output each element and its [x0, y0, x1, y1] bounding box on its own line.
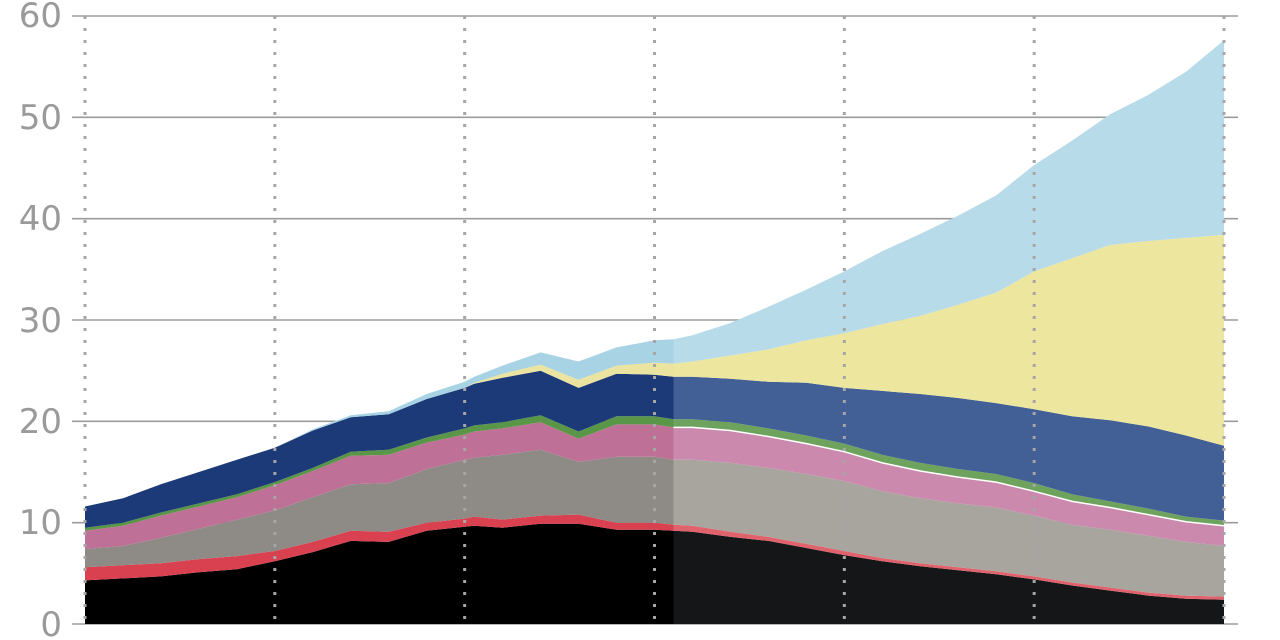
y-axis-tick-labels: 0 10 20 30 40 50 60 [19, 0, 62, 640]
y-tick-label: 20 [19, 402, 62, 442]
y-tick-label: 30 [19, 301, 62, 341]
area-series-6-projection [673, 376, 1224, 521]
stacked-areas [85, 40, 1225, 624]
area-series-7-projection [673, 234, 1224, 446]
y-tick-label: 50 [19, 98, 62, 138]
area-series-3-historical [85, 449, 674, 568]
area-series-1-projection [673, 530, 1224, 624]
area-series-8-historical [85, 339, 674, 507]
series-separator-line [673, 426, 1225, 527]
area-series-8-projection [673, 40, 1224, 364]
y-tick-label: 40 [19, 199, 62, 239]
area-series-6-historical [85, 370, 674, 528]
vertical-gridlines [83, 16, 1226, 624]
y-tick-label: 60 [19, 0, 62, 36]
area-series-1-historical [85, 523, 674, 624]
area-series-4-projection [673, 427, 1224, 546]
y-tick-label: 10 [19, 503, 62, 543]
area-series-2-historical [85, 514, 674, 581]
y-tick-label: 0 [40, 605, 62, 640]
area-series-4-historical [85, 422, 674, 549]
area-series-5-projection [673, 419, 1224, 526]
area-series-5-historical [85, 415, 674, 531]
area-series-2-projection [673, 524, 1224, 600]
area-series-3-projection [673, 459, 1224, 597]
